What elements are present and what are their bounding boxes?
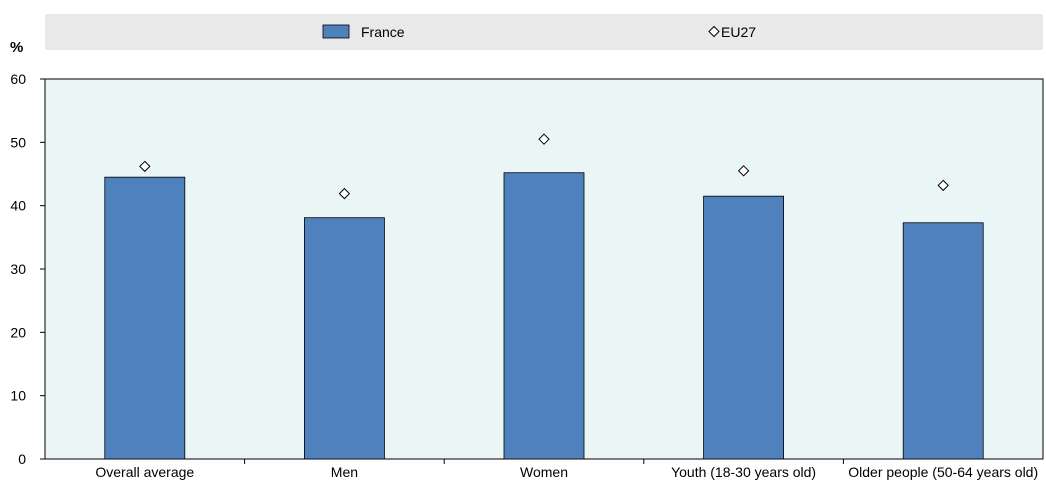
- bar-france: [503, 172, 585, 460]
- x-axis: [244, 459, 844, 464]
- y-tick-label: 40: [10, 198, 26, 214]
- x-category-label: Women: [520, 464, 568, 480]
- marker-eu27: [139, 160, 151, 173]
- x-category-label: Youth (18-30 years old): [671, 464, 816, 480]
- y-tick-label: 10: [10, 388, 26, 404]
- y-tick-label: 50: [10, 134, 26, 150]
- legend-marker-eu27: [708, 25, 720, 38]
- legend: France EU27: [322, 24, 756, 40]
- bars-france: [104, 172, 984, 460]
- category-labels: Overall average Men Women Youth (18-30 year…: [95, 464, 1038, 480]
- y-tick-label: 60: [10, 71, 26, 87]
- legend-background: [45, 14, 1043, 50]
- bar-france: [104, 176, 186, 460]
- marker-eu27: [338, 187, 351, 200]
- y-tick-label: 0: [18, 451, 26, 467]
- y-tick-label: 30: [10, 261, 26, 277]
- x-category-label: Overall average: [95, 464, 194, 480]
- bar-france: [303, 217, 385, 460]
- bar-france: [703, 195, 784, 460]
- marker-eu27: [737, 165, 750, 177]
- markers-eu27: [139, 133, 949, 200]
- marker-eu27: [937, 179, 949, 192]
- x-category-label: Older people (50-64 years old): [848, 464, 1038, 480]
- y-axis: 0 10 20 30 40 50 60: [10, 71, 45, 467]
- legend-label-eu27: EU27: [721, 24, 756, 40]
- legend-label-france: France: [361, 24, 405, 40]
- y-axis-unit-label: %: [10, 39, 23, 56]
- y-tick-label: 20: [10, 324, 26, 340]
- bar-france: [902, 222, 984, 460]
- marker-eu27: [538, 133, 550, 145]
- legend-swatch-france: [322, 24, 350, 39]
- x-category-label: Men: [331, 464, 358, 480]
